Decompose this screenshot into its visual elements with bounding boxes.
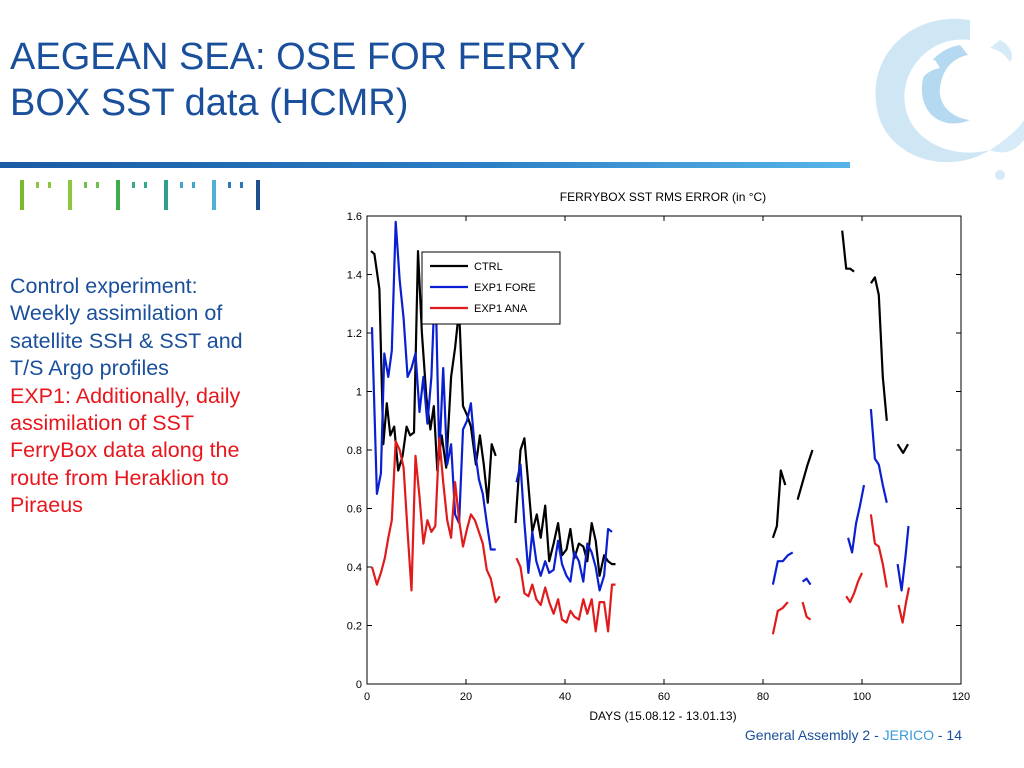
series-line-ctrl <box>796 449 814 501</box>
body-line: route from Heraklion to <box>10 465 229 490</box>
body-line: Weekly assimilation of <box>10 301 223 326</box>
body-line: assimilation of SST <box>10 411 195 436</box>
ruler-tick-decoration <box>20 180 260 210</box>
series-line-exp1-fore <box>801 577 812 586</box>
series-line-exp1-ana <box>771 601 789 635</box>
series-line-exp1-ana <box>515 557 616 633</box>
slide-title: AEGEAN SEA: OSE FOR FERRY BOX SST data (… <box>10 34 730 126</box>
x-tick-label: 0 <box>364 691 370 703</box>
footer-brand: JERICO <box>882 727 934 743</box>
y-tick-label: 0.4 <box>347 562 362 574</box>
series-line-ctrl <box>896 443 909 454</box>
y-tick-label: 1.6 <box>347 211 362 223</box>
series-line-ctrl <box>841 230 855 273</box>
series-line-exp1-fore <box>896 525 910 592</box>
plot-area: 0 20 40 60 80 100 120 0 0.2 0.4 0.6 0.8 1 1.2 1.4 1.6 CT… <box>347 211 970 703</box>
footer-page-number: - 14 <box>933 727 962 743</box>
title-line-2: BOX SST data (HCMR) <box>10 82 409 124</box>
x-tick-label: 120 <box>952 691 970 703</box>
y-tick-label: 1.2 <box>347 328 362 340</box>
body-line: Piraeus <box>10 493 83 518</box>
jerico-wave-logo <box>875 18 1024 180</box>
series-line-exp1-ana <box>845 572 863 604</box>
body-line: T/S Argo profiles <box>10 356 169 381</box>
y-tick-label: 1.4 <box>347 270 362 282</box>
x-tick-label: 60 <box>658 691 670 703</box>
x-tick-label: 80 <box>757 691 769 703</box>
series-line-ctrl <box>869 276 888 421</box>
rms-error-chart: FERRYBOX SST RMS ERROR (in °C) DAYS (15.… <box>347 190 970 723</box>
series-line-ctrl <box>771 469 787 539</box>
series-line-exp1-ana <box>370 437 501 604</box>
y-tick-label: 0 <box>356 679 362 691</box>
series-line-exp1-fore <box>370 220 496 551</box>
body-line: satellite SSH & SST and <box>10 328 243 353</box>
x-axis-label: DAYS (15.08.12 - 13.01.13) <box>589 709 736 723</box>
x-tick-label: 20 <box>460 691 472 703</box>
series-line-exp1-ana <box>897 587 911 624</box>
legend-label: EXP1 ANA <box>474 303 528 315</box>
x-tick-label: 40 <box>559 691 571 703</box>
footer-event: General Assembly 2 - <box>744 727 883 743</box>
chart-title: FERRYBOX SST RMS ERROR (in °C) <box>560 190 766 204</box>
y-tick-label: 1 <box>356 387 362 399</box>
y-tick-label: 0.8 <box>347 445 362 457</box>
title-divider <box>0 162 850 168</box>
series-line-exp1-ana <box>869 514 888 588</box>
series-line-exp1-ana <box>801 601 812 621</box>
legend-label: EXP1 FORE <box>474 282 536 294</box>
series-line-exp1-fore <box>771 551 794 585</box>
body-line: EXP1: Additionally, daily <box>10 383 241 408</box>
x-tick-label: 100 <box>853 691 871 703</box>
body-line: FerryBox data along the <box>10 438 240 463</box>
series-line-exp1-fore <box>869 409 888 503</box>
experiment-description: Control experiment: Weekly assimilation … <box>10 273 326 520</box>
body-line: Control experiment: <box>10 274 198 298</box>
title-line-1: AEGEAN SEA: OSE FOR FERRY <box>10 36 586 78</box>
legend-label: CTRL <box>474 261 503 273</box>
series-line-exp1-fore <box>847 484 866 554</box>
y-tick-label: 0.6 <box>347 504 362 516</box>
slide-footer: General Assembly 2 - JERICO - 14 <box>745 727 962 743</box>
y-tick-label: 0.2 <box>347 621 362 633</box>
series-line-exp1-fore <box>515 463 613 592</box>
